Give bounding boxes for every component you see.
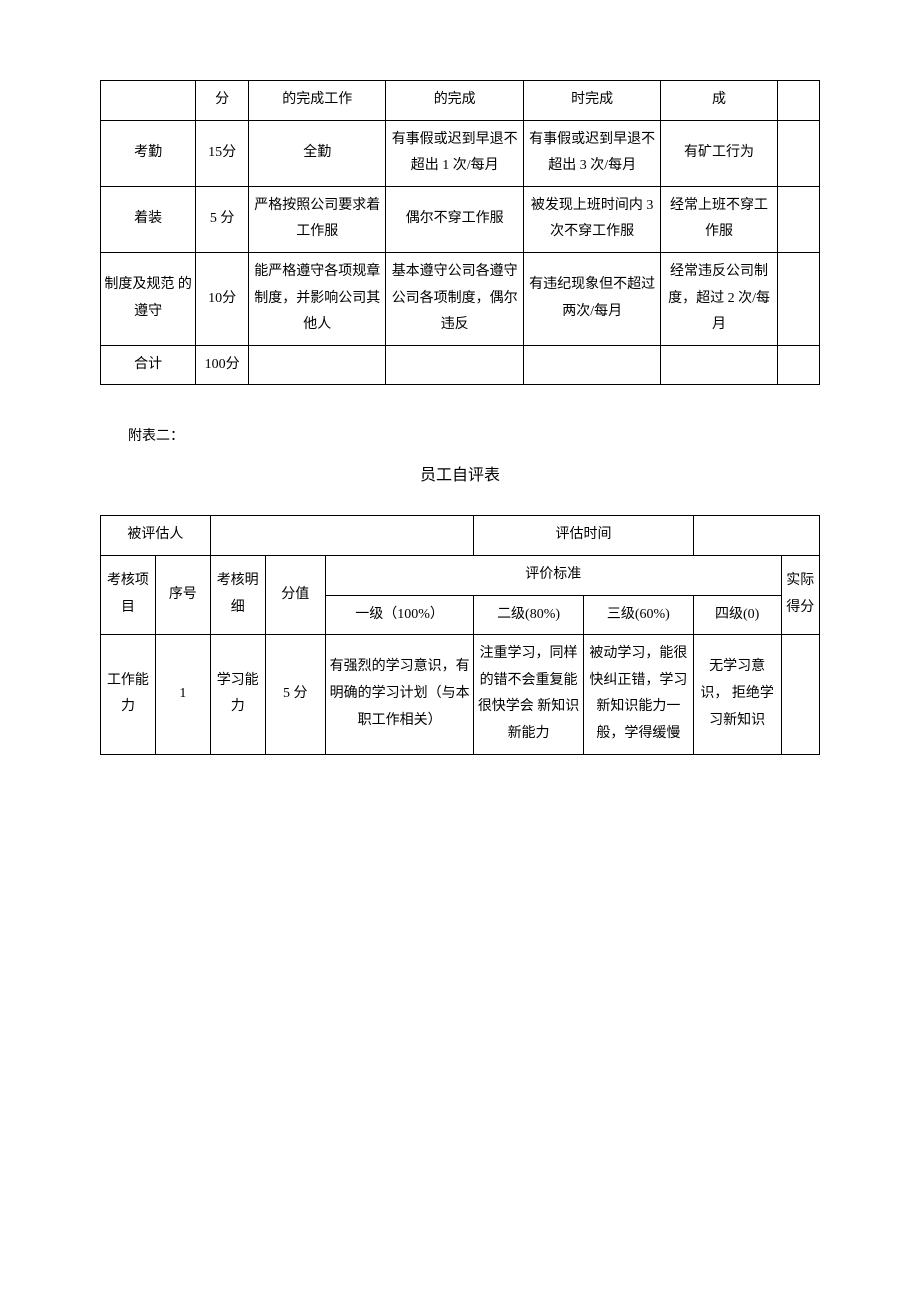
cell-actual [781, 635, 819, 754]
table1-cell: 着装 [101, 186, 196, 252]
self-evaluation-table: 被评估人 评估时间 考核项目 序号 考核明细 分值 评价标准 实际得分 一级（1… [100, 515, 820, 754]
table1-cell [661, 345, 777, 385]
table1-cell: 合计 [101, 345, 196, 385]
table1-cell: 成 [661, 81, 777, 121]
table1-cell: 15分 [196, 120, 249, 186]
table1-cell: 严格按照公司要求着工作服 [249, 186, 386, 252]
col-lvl3: 三级(60%) [583, 595, 693, 635]
table1-cell [777, 252, 819, 345]
table1-cell [777, 81, 819, 121]
table1-cell: 的完成工作 [249, 81, 386, 121]
table1-cell: 被发现上班时间内 3 次不穿工作服 [523, 186, 660, 252]
table1-cell: 5 分 [196, 186, 249, 252]
col-lvl1: 一级（100%） [325, 595, 473, 635]
cell-project: 工作能力 [101, 635, 156, 754]
col-lvl2: 二级(80%) [474, 595, 584, 635]
table1-cell: 的完成 [386, 81, 523, 121]
table1-cell [777, 120, 819, 186]
evaluation-criteria-table: 分的完成工作的完成时完成成考勤15分全勤有事假或迟到早退不超出 1 次/每月有事… [100, 80, 820, 385]
cell-lvl2: 注重学习，同样的错不会重复能很快学会 新知识新能力 [474, 635, 584, 754]
table1-cell [386, 345, 523, 385]
col-lvl4: 四级(0) [693, 595, 781, 635]
table1-cell: 有矿工行为 [661, 120, 777, 186]
cell-seq: 1 [155, 635, 210, 754]
cell-lvl4: 无学习意识， 拒绝学习新知识 [693, 635, 781, 754]
table1-cell [101, 81, 196, 121]
col-detail: 考核明细 [210, 555, 265, 634]
table1-cell: 全勤 [249, 120, 386, 186]
table1-cell: 10分 [196, 252, 249, 345]
cell-lvl1: 有强烈的学习意识，有明确的学习计划（与本职工作相关） [325, 635, 473, 754]
table1-cell [777, 186, 819, 252]
attachment-label: 附表二： [100, 425, 820, 445]
col-score: 分值 [265, 555, 325, 634]
cell-lvl3: 被动学习，能很快纠正错，学习新知识能力一般，学得缓慢 [583, 635, 693, 754]
eval-time-label: 评估时间 [474, 516, 694, 556]
table1-cell: 经常违反公司制度，超过 2 次/每月 [661, 252, 777, 345]
table1-cell: 能严格遵守各项规章制度，并影响公司其他人 [249, 252, 386, 345]
table1-cell: 考勤 [101, 120, 196, 186]
table1-cell: 分 [196, 81, 249, 121]
self-evaluation-title: 员工自评表 [100, 461, 820, 485]
table1-cell [523, 345, 660, 385]
table1-cell: 经常上班不穿工作服 [661, 186, 777, 252]
table1-cell: 基本遵守公司各遵守公司各项制度，偶尔违反 [386, 252, 523, 345]
table1-cell: 制度及规范 的遵守 [101, 252, 196, 345]
eval-time-value [693, 516, 819, 556]
table1-cell: 有事假或迟到早退不超出 3 次/每月 [523, 120, 660, 186]
table1-cell: 时完成 [523, 81, 660, 121]
evaluated-person-label: 被评估人 [101, 516, 211, 556]
col-project: 考核项目 [101, 555, 156, 634]
table1-cell [249, 345, 386, 385]
table1-cell: 100分 [196, 345, 249, 385]
col-seq: 序号 [155, 555, 210, 634]
table1-cell: 有违纪现象但不超过两次/每月 [523, 252, 660, 345]
table1-cell: 有事假或迟到早退不超出 1 次/每月 [386, 120, 523, 186]
cell-detail: 学习能力 [210, 635, 265, 754]
table1-cell: 偶尔不穿工作服 [386, 186, 523, 252]
table1-cell [777, 345, 819, 385]
evaluated-person-value [210, 516, 473, 556]
col-criteria: 评价标准 [325, 555, 781, 595]
col-actual: 实际得分 [781, 555, 819, 634]
cell-score: 5 分 [265, 635, 325, 754]
